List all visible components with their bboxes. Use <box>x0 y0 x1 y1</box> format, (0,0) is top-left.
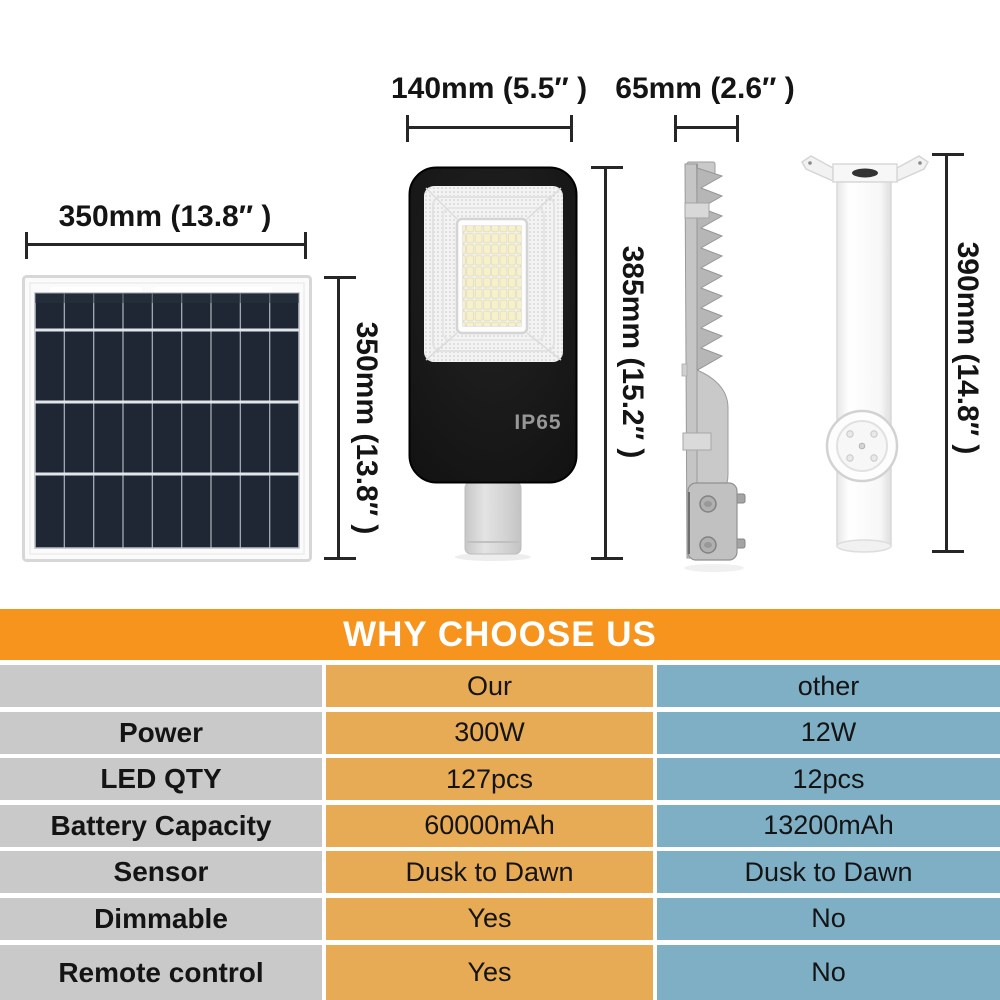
row-label-dimmable: Dimmable <box>0 897 322 940</box>
pole-height-dim-line <box>932 153 964 553</box>
other-led-qty-value: 12pcs <box>657 758 1000 801</box>
street-light-height-label: 385mm (15.2″ ) <box>616 245 649 459</box>
other-battery-value: 13200mAh <box>657 804 1000 847</box>
column-header-blank <box>0 665 322 707</box>
other-power-value: 12W <box>657 711 1000 754</box>
solar-panel-width-dim-line <box>25 232 307 259</box>
other-dimmable-value: No <box>657 897 1000 940</box>
street-light-side-image <box>681 161 746 572</box>
column-header-other: other <box>657 665 1000 707</box>
other-sensor-value: Dusk to Dawn <box>657 851 1000 894</box>
our-led-qty-value: 127pcs <box>326 758 653 801</box>
solar-panel-height-label: 350mm (13.8″ ) <box>350 321 383 535</box>
street-light-height-dim-line <box>591 166 623 560</box>
street-light-front-image <box>408 166 578 561</box>
row-label-power: Power <box>0 711 322 754</box>
our-sensor-value: Dusk to Dawn <box>326 851 653 894</box>
our-dimmable-value: Yes <box>326 897 653 940</box>
comparison-table: WHY CHOOSE US Our other Power 300W 12W L… <box>0 609 1000 1000</box>
street-light-width-dim-line <box>406 115 573 142</box>
row-label-led-qty: LED QTY <box>0 758 322 801</box>
ip-rating-label: IP65 <box>514 411 562 434</box>
table-title: WHY CHOOSE US <box>0 609 1000 660</box>
row-label-remote-control: Remote control <box>0 944 322 1000</box>
our-remote-value: Yes <box>326 944 653 1000</box>
column-header-our: Our <box>326 665 653 707</box>
our-power-value: 300W <box>326 711 653 754</box>
table-grid: Our other Power 300W 12W LED QTY 127pcs … <box>0 665 1000 1000</box>
street-light-width-label: 140mm (5.5″ ) <box>391 72 588 105</box>
street-light-depth-dim-line <box>674 115 739 142</box>
pole-height-label: 390mm (14.8″ ) <box>951 241 984 455</box>
solar-panel-width-label: 350mm (13.8″ ) <box>58 200 272 233</box>
row-label-sensor: Sensor <box>0 851 322 894</box>
solar-panel-height-dim-line <box>324 276 356 560</box>
mounting-pole-image <box>801 155 929 553</box>
street-light-depth-label: 65mm (2.6″ ) <box>615 72 795 105</box>
row-label-battery-capacity: Battery Capacity <box>0 804 322 847</box>
other-remote-value: No <box>657 944 1000 1000</box>
our-battery-value: 60000mAh <box>326 804 653 847</box>
solar-panel-image <box>22 275 312 562</box>
